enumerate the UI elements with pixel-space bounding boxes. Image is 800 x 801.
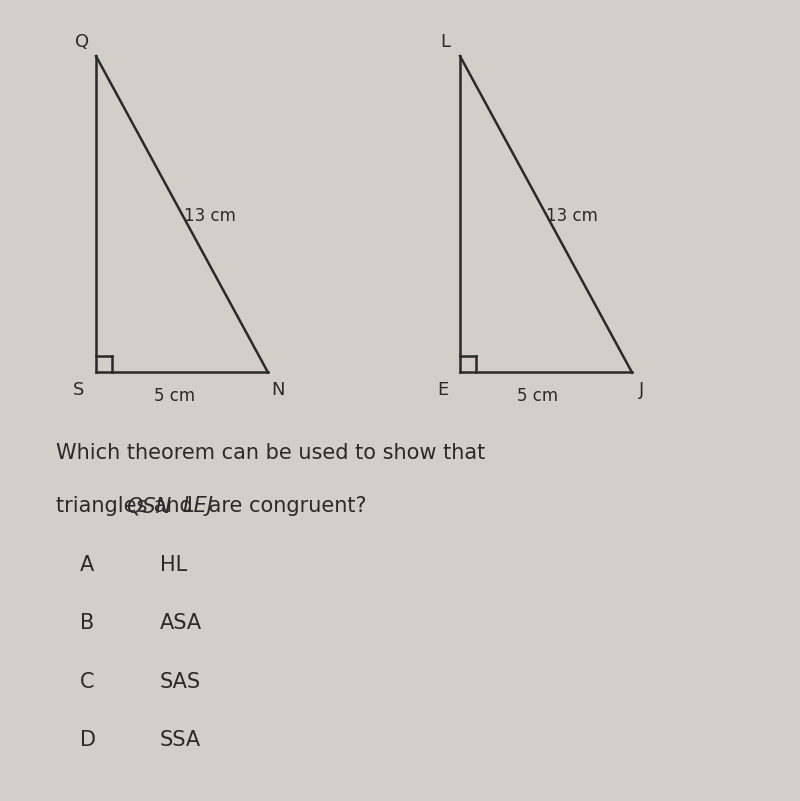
Text: triangles: triangles: [56, 497, 154, 516]
Text: J: J: [639, 381, 644, 399]
Text: Which theorem can be used to show that: Which theorem can be used to show that: [56, 443, 486, 462]
Text: Q: Q: [74, 33, 89, 50]
Text: 13 cm: 13 cm: [546, 207, 598, 225]
Text: 5 cm: 5 cm: [154, 388, 195, 405]
Text: S: S: [73, 381, 84, 399]
Text: SAS: SAS: [160, 672, 201, 691]
Text: 13 cm: 13 cm: [184, 207, 235, 225]
Text: L: L: [441, 33, 450, 50]
Text: N: N: [271, 381, 284, 399]
Text: and: and: [147, 497, 199, 516]
Text: E: E: [437, 381, 448, 399]
Text: SSA: SSA: [160, 731, 201, 750]
Text: C: C: [80, 672, 94, 691]
Text: ASA: ASA: [160, 614, 202, 633]
Text: LEJ: LEJ: [182, 497, 213, 516]
Text: are congruent?: are congruent?: [202, 497, 367, 516]
Text: B: B: [80, 614, 94, 633]
Text: HL: HL: [160, 555, 187, 574]
Text: D: D: [80, 731, 96, 750]
Text: 5 cm: 5 cm: [517, 388, 558, 405]
Text: A: A: [80, 555, 94, 574]
Text: QSN: QSN: [126, 497, 172, 516]
